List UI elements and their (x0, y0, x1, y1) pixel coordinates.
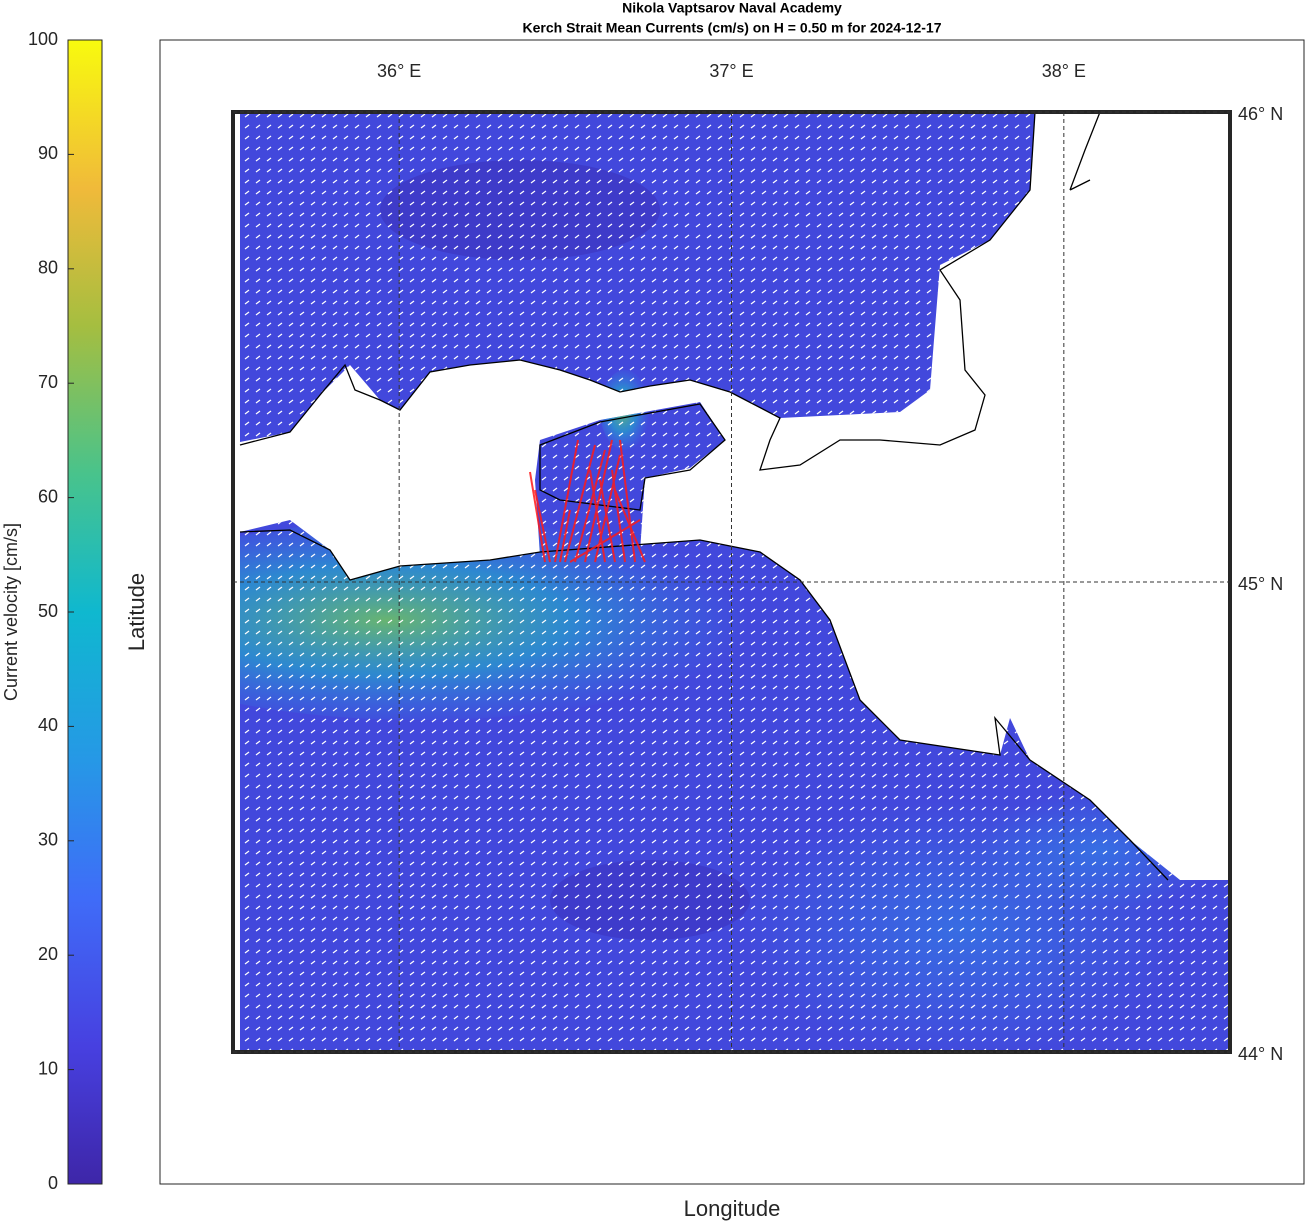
colorbar-tick-label: 90 (38, 143, 58, 163)
title-line: Kerch Strait Mean Currents (cm/s) on H =… (523, 20, 942, 36)
colorbar-tick-label: 0 (48, 1173, 58, 1193)
colorbar-tick-label: 60 (38, 486, 58, 506)
colorbar-label: Current velocity [cm/s] (1, 523, 21, 701)
colorbar-tick-label: 100 (28, 29, 58, 49)
x-tick-label: 37° E (709, 61, 753, 81)
axes-box (159, 39, 1305, 1185)
y-axis-label: Latitude (124, 573, 149, 651)
y-tick-label: 46° N (1238, 104, 1283, 124)
y-tick-label: 45° N (1238, 574, 1283, 594)
x-axis-label: Longitude (684, 1196, 781, 1221)
current-field (240, 112, 1230, 1052)
colorbar-tick-label: 30 (38, 830, 58, 850)
y-tick-label: 44° N (1238, 1044, 1283, 1064)
colorbar-tick-label: 40 (38, 715, 58, 735)
colorbar-tick-label: 70 (38, 372, 58, 392)
colorbar-tick-label: 50 (38, 601, 58, 621)
x-tick-label: 38° E (1042, 61, 1086, 81)
trajectories (529, 439, 646, 563)
x-tick-label: 36° E (377, 61, 421, 81)
colorbar-tick-label: 20 (38, 944, 58, 964)
coastline (239, 111, 1169, 881)
title-line: Nikola Vaptsarov Naval Academy (622, 0, 842, 16)
colorbar-tick-label: 10 (38, 1058, 58, 1078)
colorbar-tick-label: 80 (38, 258, 58, 278)
